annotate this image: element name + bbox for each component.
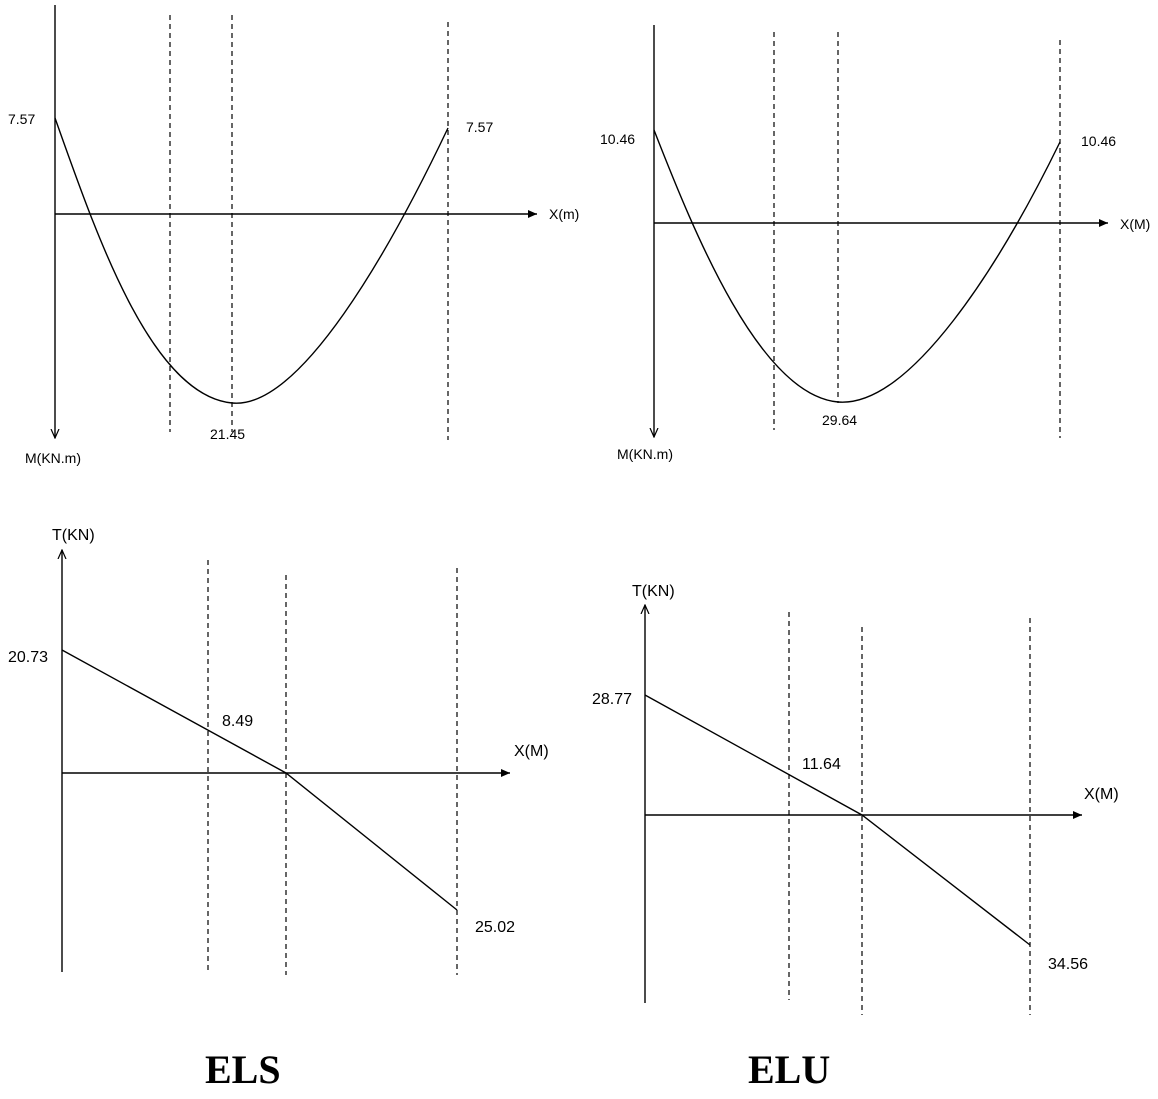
elu-moment-y-axis-label: M(KN.m) [617,446,673,462]
els-moment-x-axis-label: X(m) [549,206,579,222]
elu-moment-curve [653,129,1061,403]
els-moment-min-value: 21.45 [210,426,245,442]
elu-shear-x-axis-label: X(M) [1084,786,1119,803]
elu-shear-diagram: 28.77 11.64 34.56 X(M) T(KN) [592,583,1119,1015]
elu-shear-mid-value: 11.64 [802,756,841,773]
elu-shear-y-axis-label: T(KN) [632,583,675,600]
elu-caption: ELU [748,1047,830,1092]
els-shear-mid-value: 8.49 [222,713,253,730]
els-shear-diagram: 20.73 8.49 25.02 X(M) T(KN) [8,527,549,975]
elu-shear-right-value: 34.56 [1048,956,1088,973]
els-moment-curve [54,117,449,404]
els-shear-left-value: 20.73 [8,649,48,666]
els-moment-right-value: 7.57 [466,119,493,135]
elu-shear-line [644,694,1031,946]
elu-moment-right-value: 10.46 [1081,133,1116,149]
elu-moment-left-value: 10.46 [600,131,635,147]
els-shear-y-axis-label: T(KN) [52,527,95,544]
els-shear-line [61,649,458,911]
els-moment-left-value: 7.57 [8,111,35,127]
els-shear-right-value: 25.02 [475,919,515,936]
els-shear-x-axis-label: X(M) [514,743,549,760]
els-moment-diagram: 7.57 7.57 21.45 X(m) M(KN.m) [8,5,579,466]
elu-moment-diagram: 10.46 10.46 29.64 X(M) M(KN.m) [600,25,1150,462]
elu-moment-min-value: 29.64 [822,412,857,428]
els-moment-y-axis-label: M(KN.m) [25,450,81,466]
elu-moment-x-axis-label: X(M) [1120,216,1150,232]
els-caption: ELS [205,1047,281,1092]
elu-shear-left-value: 28.77 [592,691,632,708]
